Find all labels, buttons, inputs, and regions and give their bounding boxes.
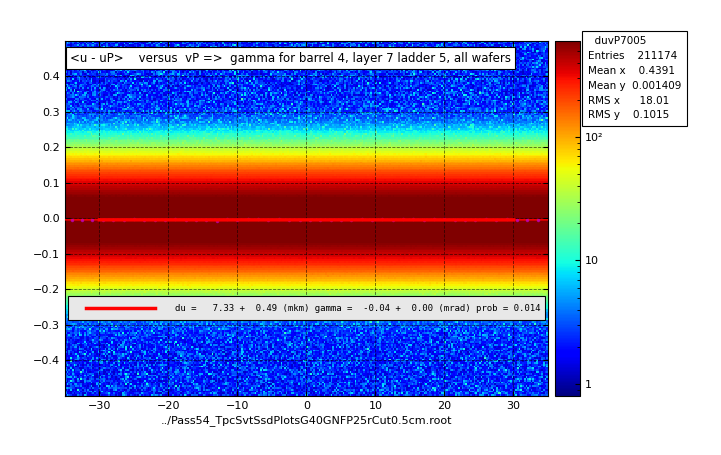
- Bar: [68, 297, 544, 319]
- X-axis label: ../Pass54_TpcSvtSsdPlotsG40GNFP25rCut0.5cm.root: ../Pass54_TpcSvtSsdPlotsG40GNFP25rCut0.5…: [161, 415, 452, 426]
- Text: du =   7.33 +  0.49 (mkm) gamma =  -0.04 +  0.00 (mrad) prob = 0.014: du = 7.33 + 0.49 (mkm) gamma = -0.04 + 0…: [175, 303, 541, 313]
- Text: <u - uP>    versus  vP =>  gamma for barrel 4, layer 7 ladder 5, all wafers: <u - uP> versus vP => gamma for barrel 4…: [70, 51, 510, 65]
- Text: duvP7005
Entries    211174
Mean x    0.4391
Mean y  0.001409
RMS x      18.01
RM: duvP7005 Entries 211174 Mean x 0.4391 Me…: [588, 36, 681, 121]
